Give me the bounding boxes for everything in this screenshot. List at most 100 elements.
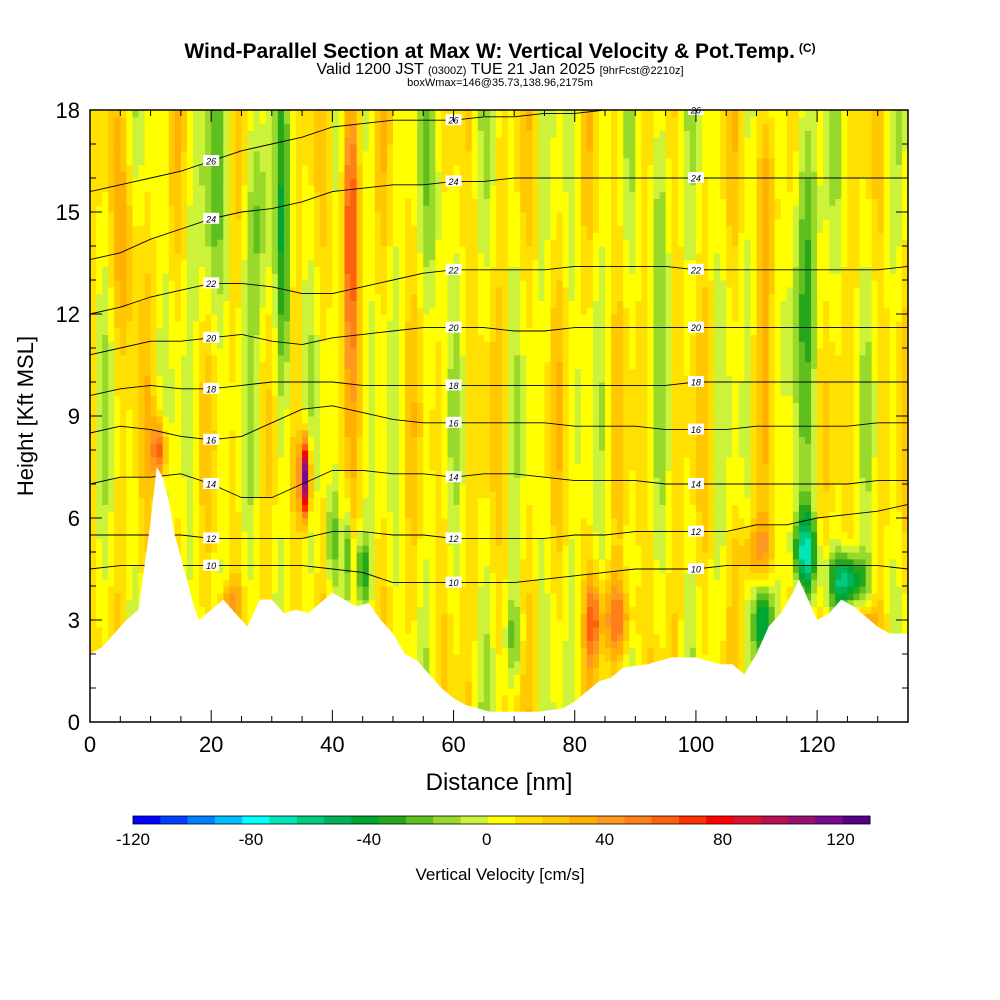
velocity-cell <box>399 307 406 315</box>
velocity-cell <box>193 178 200 186</box>
velocity-cell <box>386 565 394 573</box>
velocity-cell <box>289 456 297 465</box>
velocity-cell <box>362 463 370 471</box>
velocity-cell <box>253 470 261 478</box>
velocity-cell <box>302 382 309 390</box>
velocity-cell <box>271 144 279 152</box>
velocity-cell <box>386 307 394 315</box>
velocity-cell <box>193 456 200 465</box>
velocity-cell <box>399 450 406 458</box>
velocity-cell <box>338 218 346 227</box>
velocity-cell <box>356 212 364 220</box>
velocity-cell <box>326 252 333 261</box>
velocity-cell <box>253 157 261 165</box>
velocity-cell <box>217 375 224 383</box>
velocity-cell <box>320 232 327 240</box>
velocity-cell <box>108 490 115 499</box>
velocity-cell <box>132 157 140 165</box>
velocity-cell <box>253 497 261 505</box>
valid-utc: (0300Z) <box>427 65 467 77</box>
velocity-cell <box>277 463 285 471</box>
velocity-cell <box>374 368 382 376</box>
velocity-cell <box>374 116 382 125</box>
velocity-cell <box>392 592 400 601</box>
velocity-cell <box>193 307 200 315</box>
velocity-cell <box>326 524 333 533</box>
velocity-cell <box>314 307 321 315</box>
velocity-cell <box>223 572 230 580</box>
velocity-cell <box>211 144 218 152</box>
velocity-cell <box>380 579 388 587</box>
velocity-cell <box>277 198 285 206</box>
velocity-cell <box>132 382 140 390</box>
velocity-cell <box>392 130 400 138</box>
velocity-cell <box>411 565 418 573</box>
velocity-cell <box>302 565 309 573</box>
velocity-cell <box>265 239 273 247</box>
velocity-cell <box>362 416 370 424</box>
velocity-cell <box>180 470 188 478</box>
velocity-cell <box>96 327 103 335</box>
velocity-cell <box>235 463 243 471</box>
velocity-cell <box>326 320 333 329</box>
velocity-cell <box>235 436 243 444</box>
velocity-cell <box>138 157 146 165</box>
velocity-cell <box>132 422 140 431</box>
velocity-cell <box>368 130 376 138</box>
velocity-cell <box>399 334 406 342</box>
velocity-cell <box>386 150 394 159</box>
velocity-cell <box>223 375 230 383</box>
velocity-cell <box>253 354 261 363</box>
velocity-cell <box>217 565 224 573</box>
velocity-cell <box>362 484 370 492</box>
velocity-cell <box>126 320 134 329</box>
velocity-cell <box>174 198 182 206</box>
velocity-cell <box>302 266 309 274</box>
velocity-cell <box>90 334 97 342</box>
velocity-cell <box>405 640 412 648</box>
velocity-cell <box>162 402 170 410</box>
velocity-cell <box>235 252 243 261</box>
velocity-cell <box>417 450 424 458</box>
velocity-cell <box>193 586 200 594</box>
velocity-cell <box>380 293 388 301</box>
velocity-cell <box>156 293 164 301</box>
velocity-cell <box>217 198 224 206</box>
velocity-cell <box>259 293 267 301</box>
velocity-cell <box>399 545 406 553</box>
velocity-cell <box>174 416 182 424</box>
velocity-cell <box>150 327 158 335</box>
velocity-cell <box>271 443 279 451</box>
velocity-cell <box>417 613 424 621</box>
velocity-cell <box>120 456 127 465</box>
velocity-cell <box>120 490 127 499</box>
velocity-cell <box>162 110 170 118</box>
velocity-cell <box>102 552 109 560</box>
velocity-cell <box>120 402 127 410</box>
velocity-cell <box>374 150 382 159</box>
velocity-cell <box>423 606 430 614</box>
velocity-cell <box>338 422 346 431</box>
velocity-cell <box>223 116 230 125</box>
velocity-cell <box>180 252 188 261</box>
velocity-cell <box>392 361 400 369</box>
velocity-cell <box>90 620 97 628</box>
velocity-cell <box>271 348 279 356</box>
velocity-cell <box>102 354 109 363</box>
velocity-cell <box>126 443 134 451</box>
velocity-cell <box>132 116 140 125</box>
velocity-cell <box>217 484 224 492</box>
velocity-cell <box>399 633 406 641</box>
velocity-cell <box>162 178 170 186</box>
velocity-cell <box>380 164 388 172</box>
velocity-cell <box>168 191 176 199</box>
velocity-cell <box>405 252 412 261</box>
velocity-cell <box>229 572 237 580</box>
velocity-cell <box>411 348 418 356</box>
velocity-cell <box>265 429 273 437</box>
velocity-cell <box>405 205 412 213</box>
velocity-cell <box>296 518 303 526</box>
velocity-cell <box>296 477 303 485</box>
velocity-cell <box>168 504 176 512</box>
velocity-cell <box>296 599 303 607</box>
